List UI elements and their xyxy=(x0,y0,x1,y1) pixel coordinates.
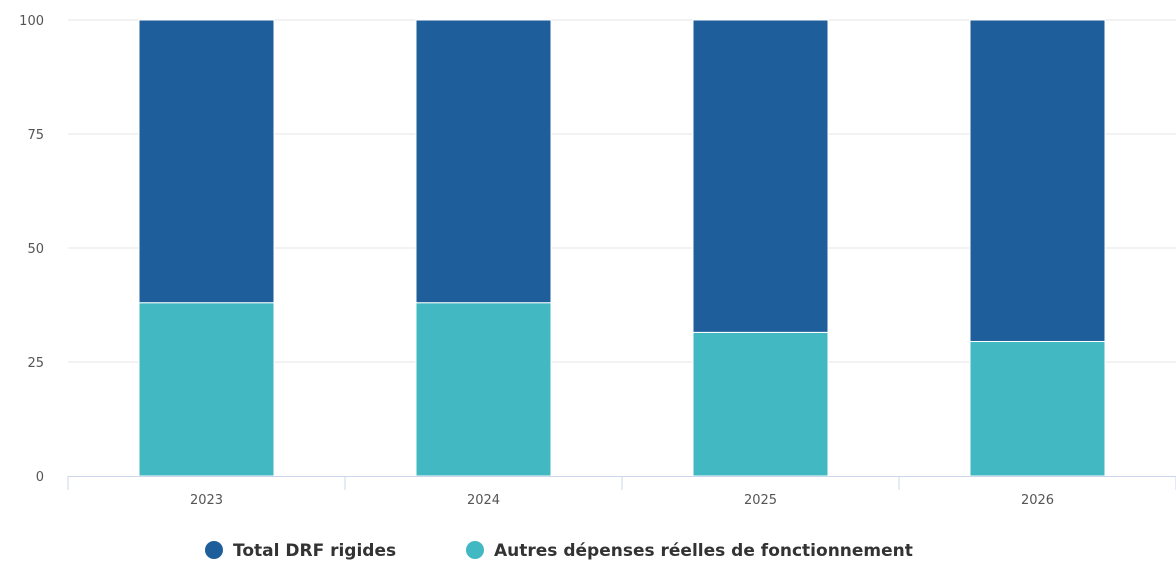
x-axis: 2023 2024 2025 2026 xyxy=(67,476,1176,508)
y-tick-label: 25 xyxy=(27,356,44,371)
legend: Total DRF rigides Autres dépenses réelles… xyxy=(205,541,913,561)
bars xyxy=(138,19,1106,477)
legend-item-1[interactable]: Autres dépenses réelles de fonctionnemen… xyxy=(466,541,913,561)
bar-2024-series-1[interactable] xyxy=(415,19,552,304)
y-tick-label: 0 xyxy=(36,470,44,485)
x-tick-label: 2023 xyxy=(190,493,223,508)
legend-label: Total DRF rigides xyxy=(233,541,396,561)
legend-item-0[interactable]: Total DRF rigides xyxy=(205,541,396,561)
bar-2026-series-1[interactable] xyxy=(969,19,1106,342)
bar-2023-series-0[interactable] xyxy=(138,302,275,477)
legend-marker xyxy=(205,541,223,559)
y-tick-label: 75 xyxy=(27,128,44,143)
bar-2026-series-0[interactable] xyxy=(969,340,1106,477)
y-tick-label: 50 xyxy=(27,242,44,257)
legend-label: Autres dépenses réelles de fonctionnemen… xyxy=(494,541,913,561)
bar-2025-series-1[interactable] xyxy=(692,19,829,333)
bar-2025-series-0[interactable] xyxy=(692,331,829,477)
x-tick-label: 2024 xyxy=(467,493,500,508)
legend-marker xyxy=(466,541,484,559)
bar-2023-series-1[interactable] xyxy=(138,19,275,304)
bar-2024-series-0[interactable] xyxy=(415,302,552,477)
y-tick-label: 100 xyxy=(19,14,44,29)
y-axis: 0 25 50 75 100 xyxy=(19,14,44,485)
x-tick-label: 2025 xyxy=(744,493,777,508)
x-tick-label: 2026 xyxy=(1021,493,1054,508)
